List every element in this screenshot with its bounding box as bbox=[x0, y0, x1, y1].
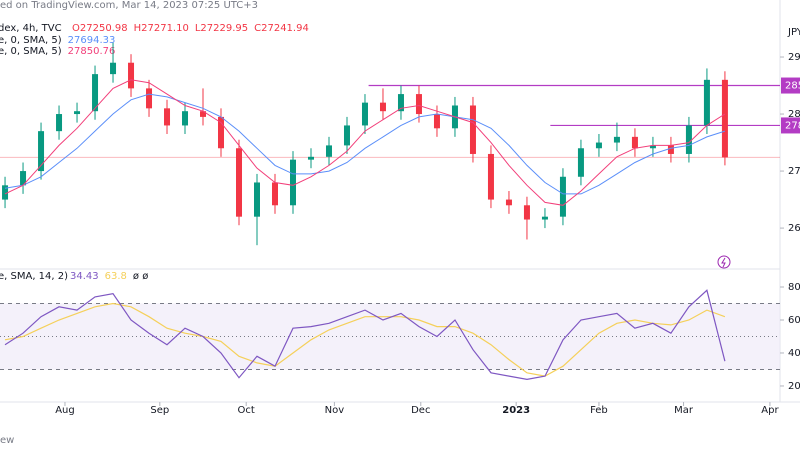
candle-body bbox=[146, 88, 153, 109]
currency: JPY bbox=[787, 27, 800, 38]
candle-body bbox=[307, 156, 314, 160]
candle-body bbox=[721, 79, 728, 158]
sma-line bbox=[4, 79, 726, 206]
candle-body bbox=[2, 185, 9, 200]
ohlc-value: L27229.95 bbox=[195, 23, 248, 34]
candle-body bbox=[505, 199, 512, 206]
candle-body bbox=[218, 116, 225, 149]
candle-body bbox=[487, 153, 494, 200]
sma-line bbox=[4, 93, 726, 195]
level-tag-label: 27800.00 bbox=[785, 120, 800, 131]
rsi-line bbox=[4, 302, 726, 377]
legend: dex, 4h, TVC bbox=[0, 23, 62, 34]
candle-body bbox=[128, 62, 135, 89]
y-tick-label: 28000.00 bbox=[788, 109, 800, 120]
candle-body bbox=[361, 102, 368, 126]
y-tick-label: 29000.00 bbox=[788, 52, 800, 63]
level-tag bbox=[781, 77, 800, 94]
candle-body bbox=[613, 136, 620, 143]
rsi-band bbox=[0, 303, 780, 370]
candle-body bbox=[649, 145, 656, 149]
candle-body bbox=[397, 94, 404, 112]
ohlc-value: C27241.94 bbox=[254, 23, 309, 34]
candle-body bbox=[56, 114, 63, 132]
candle-body bbox=[379, 102, 386, 112]
candle-body bbox=[523, 205, 530, 220]
candle-body bbox=[110, 62, 117, 75]
x-tick-label: Apr bbox=[761, 405, 779, 416]
y-tick-label: 40.00 bbox=[788, 348, 800, 359]
x-tick-label: Nov bbox=[325, 405, 345, 416]
rsi-legend-value: 63.8 bbox=[105, 271, 127, 282]
x-tick-label: Mar bbox=[674, 405, 694, 416]
candle-body bbox=[182, 111, 189, 126]
candle-body bbox=[685, 125, 692, 154]
sma-legend: e, 0, SMA, 5) bbox=[0, 46, 62, 57]
x-tick-label: 2023 bbox=[502, 405, 530, 416]
level-tag bbox=[781, 117, 800, 134]
sma-legend-value: 27694.33 bbox=[68, 35, 116, 46]
candle-body bbox=[433, 114, 440, 129]
rsi-line bbox=[4, 289, 726, 381]
x-tick-label: Dec bbox=[411, 405, 430, 416]
candle-body bbox=[415, 94, 422, 115]
candle-body bbox=[343, 125, 350, 146]
y-tick-label: 60.00 bbox=[788, 315, 800, 326]
y-tick-label: 80.00 bbox=[788, 282, 800, 293]
sma-legend: e, 0, SMA, 5) bbox=[0, 35, 62, 46]
x-tick-label: Feb bbox=[590, 405, 608, 416]
candle-body bbox=[631, 136, 638, 149]
ohlc-value: H27271.10 bbox=[134, 23, 189, 34]
candle-body bbox=[92, 74, 99, 112]
y-tick-label: 27000.00 bbox=[788, 166, 800, 177]
candle-body bbox=[200, 111, 207, 117]
y-tick-label: 26000.00 bbox=[788, 223, 800, 234]
candle-body bbox=[254, 182, 261, 217]
candle-body bbox=[595, 142, 602, 149]
candle-body bbox=[289, 159, 296, 206]
x-tick-label: Aug bbox=[55, 405, 75, 416]
candle-body bbox=[667, 145, 674, 154]
lightning-icon[interactable] bbox=[717, 255, 731, 269]
rsi-legend-tail: ø ø bbox=[133, 271, 148, 282]
candle-body bbox=[541, 216, 548, 220]
rsi-legend-value: 34.43 bbox=[70, 271, 99, 282]
candle-body bbox=[236, 148, 243, 217]
candle-body bbox=[325, 145, 332, 157]
candle-body bbox=[559, 176, 566, 217]
sma-legend-value: 27850.76 bbox=[68, 46, 116, 57]
x-tick-label: Sep bbox=[150, 405, 169, 416]
candle-body bbox=[469, 105, 476, 154]
candle-body bbox=[703, 79, 710, 126]
candle-body bbox=[577, 148, 584, 177]
level-tag-label: 28500.00 bbox=[785, 81, 800, 92]
candle-body bbox=[20, 171, 27, 186]
x-tick-label: Oct bbox=[238, 405, 255, 416]
candle-body bbox=[164, 108, 171, 126]
footer: ew bbox=[0, 435, 14, 446]
candle-body bbox=[74, 111, 81, 115]
ohlc-value: O27250.98 bbox=[72, 23, 128, 34]
candle-body bbox=[271, 182, 278, 206]
y-tick-label: 20.00 bbox=[788, 381, 800, 392]
candle-body bbox=[38, 131, 45, 172]
header: ed on TradingView.com, Mar 14, 2023 07:2… bbox=[0, 0, 258, 11]
rsi-legend: e, SMA, 14, 2) bbox=[0, 271, 68, 282]
